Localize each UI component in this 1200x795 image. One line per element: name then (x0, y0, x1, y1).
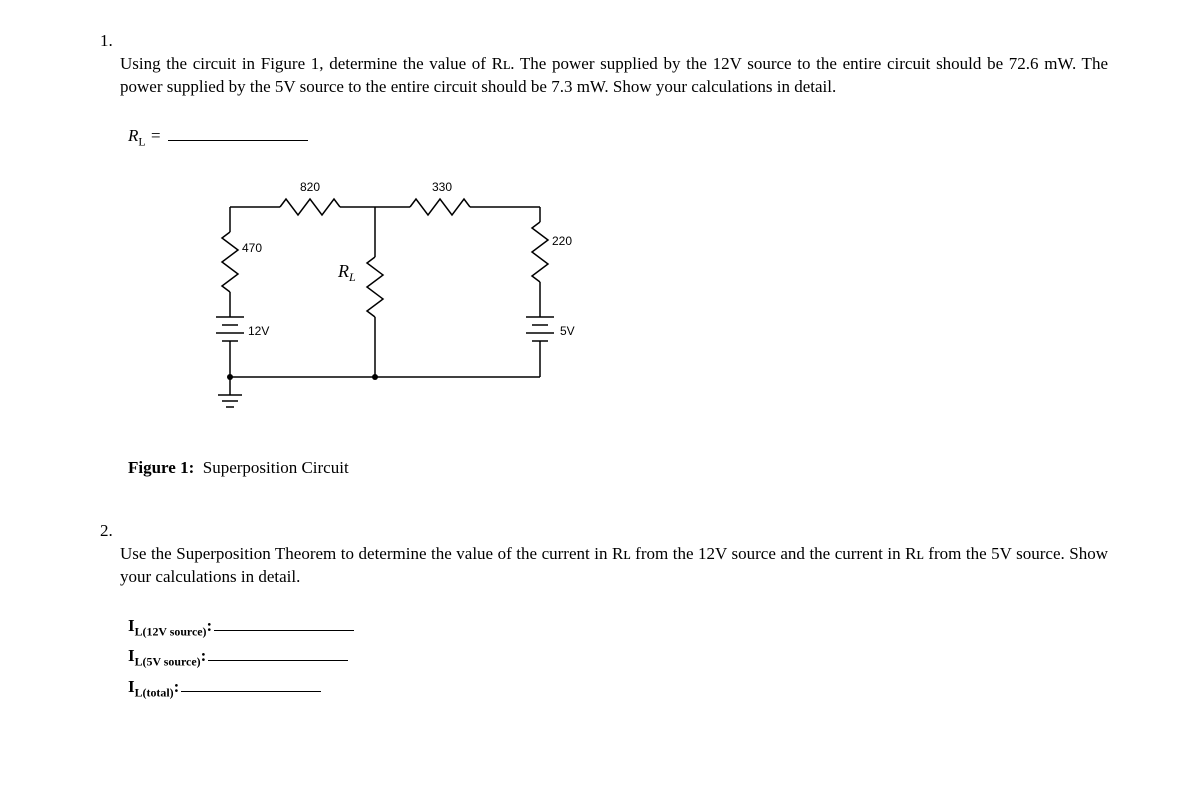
label-820: 820 (300, 180, 320, 194)
rl-symbol: R (128, 126, 138, 145)
question-2: 2. Use the Superposition Theorem to dete… (100, 520, 1140, 589)
il2-colon: : (201, 646, 207, 665)
figure-caption: Figure 1: Superposition Circuit (128, 457, 1140, 480)
q1-number: 1. (100, 30, 128, 53)
figcap-label: Figure 1: (128, 458, 194, 477)
label-470: 470 (242, 241, 262, 255)
label-rl: RL (337, 261, 356, 284)
label-5v: 5V (560, 324, 575, 338)
figcap-text: Superposition Circuit (203, 458, 349, 477)
rl-equals-sign: = (146, 126, 162, 145)
question-1: 1. Using the circuit in Figure 1, determ… (100, 30, 1140, 99)
il-5v-line: IL(5V source): (128, 643, 1140, 669)
rl-answer-line: RL = (128, 123, 1140, 149)
il3-colon: : (174, 677, 180, 696)
rl-subscript: L (138, 134, 145, 148)
q2-number: 2. (100, 520, 128, 543)
q1-text: Using the circuit in Figure 1, determine… (120, 53, 1108, 99)
label-330: 330 (432, 180, 452, 194)
il1-sub: L(12V source) (135, 624, 207, 638)
label-220: 220 (552, 234, 572, 248)
il1-blank (214, 613, 354, 631)
il1-colon: : (207, 616, 213, 635)
il3-pre: I (128, 677, 135, 696)
label-12v: 12V (248, 324, 269, 338)
il3-blank (181, 674, 321, 692)
il-total-line: IL(total): (128, 674, 1140, 700)
q2-text: Use the Superposition Theorem to determi… (120, 543, 1108, 589)
il-answer-lines: IL(12V source): IL(5V source): IL(total)… (128, 613, 1140, 700)
rl-blank (168, 123, 308, 141)
il2-pre: I (128, 646, 135, 665)
il2-blank (208, 643, 348, 661)
il2-sub: L(5V source) (135, 655, 201, 669)
il-12v-line: IL(12V source): (128, 613, 1140, 639)
circuit-figure: 820 330 470 220 RL 12V 5V (180, 177, 1140, 437)
il1-pre: I (128, 616, 135, 635)
il3-sub: L(total) (135, 685, 174, 699)
